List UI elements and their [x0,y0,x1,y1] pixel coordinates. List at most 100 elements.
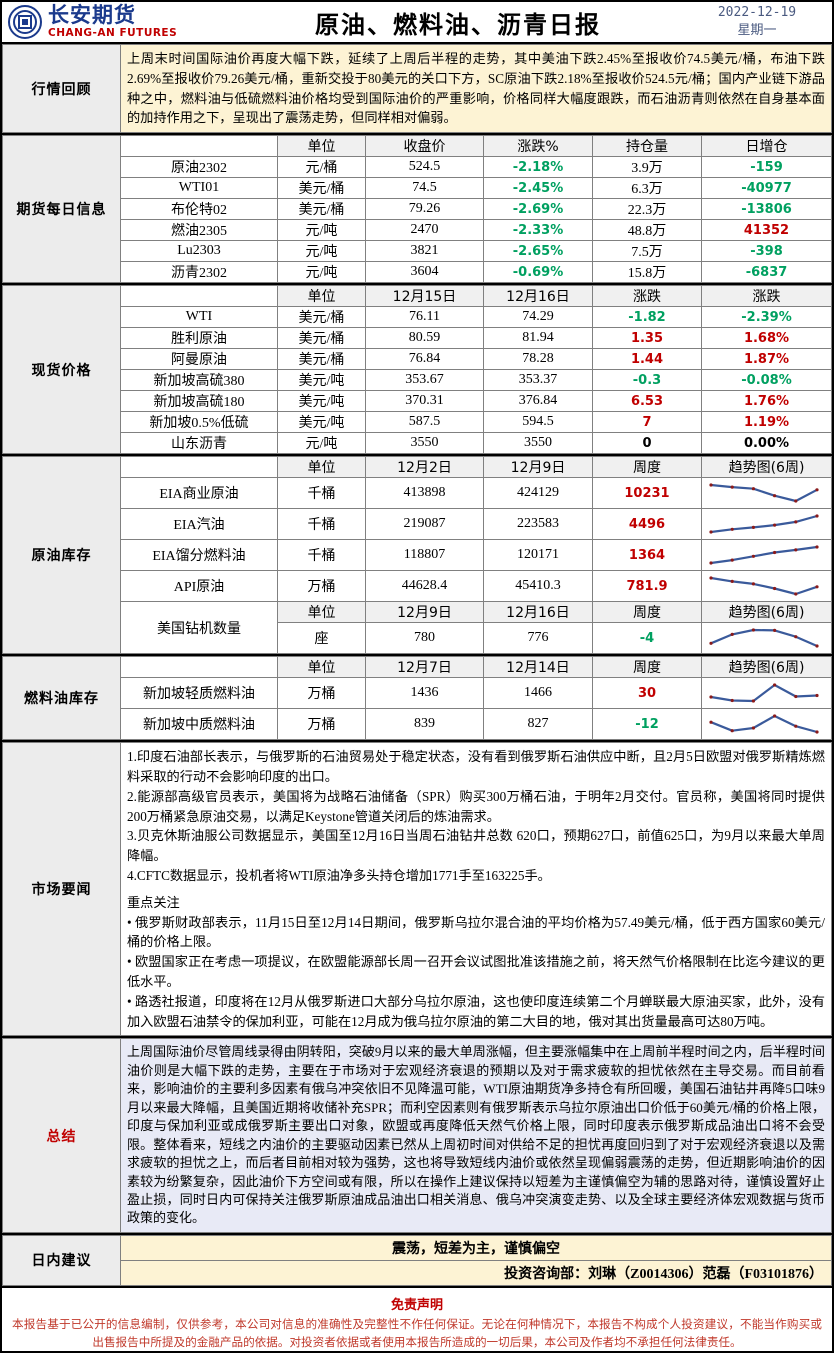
section-label-summary: 总结 [2,1038,121,1233]
report-header: 长安期货 CHANG-AN FUTURES 原油、燃料油、沥青日报 2022-1… [2,2,832,44]
unit-cell: 美元/吨 [277,369,366,392]
change-pct: -2.39% [701,306,832,329]
open-interest: 3.9万 [592,156,702,179]
trend-sparkline [701,477,832,510]
table-row: 新加坡高硫380 美元/吨 353.67 353.37 -0.3 -0.08% [3,369,832,392]
unit-cell: 千桶 [277,539,366,572]
weekly-change: 1364 [592,539,702,572]
close-price: 3604 [365,261,484,284]
change-pct: 1.68% [701,327,832,350]
unit-cell: 千桶 [277,477,366,510]
table-header-row: 期货每日信息 单位 收盘价 涨跌% 持仓量 日增仓 [2,135,832,284]
crude-inventory-table: 原油库存 单位 12月2日 12月9日 周度 趋势图(6周) EIA商业原油 千桶 413898… [2,456,832,655]
table-row: 阿曼原油 美元/桶 76.84 78.28 1.44 1.87% [3,348,832,371]
unit-cell: 万桶 [277,708,366,741]
table-row: 座 780 776 -4 [3,622,832,655]
trend-sparkline [701,539,832,572]
column-header: 12月14日 [483,656,593,679]
news-item: 2.能源部高级官员表示，美国将为战略石油储备（SPR）购买300万桶石油，于明年… [127,788,825,824]
price-day2: 81.94 [483,327,593,350]
open-interest: 48.8万 [592,219,702,242]
instrument-name: 沥青2302 [120,261,278,284]
price-day1: 370.31 [365,390,484,413]
open-interest: 15.8万 [592,261,702,284]
summary-text: 上周国际油价尽管周线录得由阴转阳，突破9月以来的最大单周涨幅，但主要涨幅集中在上… [120,1038,832,1233]
inventory-day2: 827 [483,708,593,741]
table-header-row: 燃料油库存 单位 12月7日 12月14日 周度 趋势图(6周) [2,656,832,741]
rig-day2: 776 [483,622,593,655]
inventory-name: EIA商业原油 [120,477,278,510]
column-header: 日增仓 [701,135,832,158]
company-logo: 长安期货 CHANG-AN FUTURES [2,2,234,42]
intraday-advice-section: 日内建议 震荡，短差为主，谨慎偏空 投资咨询部：刘琳（Z0014306）范磊（F… [2,1234,832,1286]
fuel-inventory-table: 燃料油库存 单位 12月7日 12月14日 周度 趋势图(6周) 新加坡轻质燃料油 万桶 143… [2,656,832,741]
daily-oi-change: 41352 [701,219,832,242]
column-header: 单位 [277,601,366,624]
company-name-en: CHANG-AN FUTURES [48,27,178,40]
column-header [120,456,278,479]
unit-cell: 美元/桶 [277,327,366,350]
report-date: 2022-12-19 [717,5,797,21]
table-row: WTI01 美元/桶 74.5 -2.45% 6.3万 -40977 [3,177,832,200]
unit-cell: 美元/桶 [277,198,366,221]
column-header: 收盘价 [365,135,484,158]
focus-item: • 俄罗斯财政部表示，11月15日至12月14日期间，俄罗斯乌拉尔混合油的平均价… [127,914,825,950]
section-label-spot: 现货价格 [2,285,121,455]
weekly-change: 781.9 [592,570,702,603]
price-day1: 3550 [365,432,484,455]
column-header [120,656,278,679]
spot-name: 新加坡0.5%低硫 [120,411,278,434]
advice-analysts: 投资咨询部：刘琳（Z0014306）范磊（F03101876） [120,1259,832,1286]
market-news-section: 市场要闻 1.印度石油部长表示，与俄罗斯的石油贸易处于稳定状态，没有看到俄罗斯石… [2,742,832,1037]
column-header: 12月7日 [365,656,484,679]
weekly-change: -12 [592,708,702,741]
instrument-name: Lu2303 [120,240,278,263]
table-row: 新加坡轻质燃料油 万桶 1436 1466 30 [3,677,832,710]
daily-oi-change: -398 [701,240,832,263]
market-review-section: 行情回顾 上周末时间国际油价再度大幅下跌，延续了上周后半程的走势，其中美油下跌2… [2,43,832,134]
unit-cell: 座 [277,622,366,655]
price-day2: 74.29 [483,306,593,329]
summary-section: 总结 上周国际油价尽管周线录得由阴转阳，突破9月以来的最大单周涨幅，但主要涨幅集… [2,1038,832,1233]
unit-cell: 美元/桶 [277,348,366,371]
change-pct: 1.19% [701,411,832,434]
price-day2: 78.28 [483,348,593,371]
column-header: 单位 [277,456,366,479]
column-header: 趋势图(6周) [701,456,832,479]
inventory-day1: 413898 [365,477,484,510]
table-header-row: 原油库存 单位 12月2日 12月9日 周度 趋势图(6周) [2,456,832,655]
change-abs: 7 [592,411,702,434]
price-day2: 594.5 [483,411,593,434]
table-row: EIA商业原油 千桶 413898 424129 10231 [3,477,832,510]
weekly-change: 10231 [592,477,702,510]
table-row: Lu2303 元/吨 3821 -2.65% 7.5万 -398 [3,240,832,263]
spot-price-table: 现货价格 单位 12月15日 12月16日 涨跌 涨跌 WTI 美元/桶 76.11 74.29-… [2,285,832,455]
column-header: 单位 [277,656,366,679]
close-price: 2470 [365,219,484,242]
inventory-name: EIA馏分燃料油 [120,539,278,572]
focus-item: • 欧盟国家正在考虑一项提议，在欧盟能源部长周一召开会议试图批准该措施之前，将天… [127,954,825,989]
section-label-advice: 日内建议 [2,1234,121,1286]
price-day1: 587.5 [365,411,484,434]
inventory-day1: 44628.4 [365,570,484,603]
change-abs: -1.82 [592,306,702,329]
spot-name: 新加坡高硫380 [120,369,278,392]
trend-sparkline [701,508,832,541]
table-row: 胜利原油 美元/桶 80.59 81.94 1.35 1.68% [3,327,832,350]
table-row: 新加坡中质燃料油 万桶 839 827 -12 [3,708,832,741]
unit-cell: 美元/桶 [277,306,366,329]
column-header: 周度 [592,656,702,679]
disclaimer-section: 免责声明 本报告基于已公开的信息编制，仅供参考，本公司对信息的准确性及完整性不作… [2,1285,832,1356]
change-pct: -0.08% [701,369,832,392]
column-header: 单位 [277,285,366,308]
unit-cell: 千桶 [277,508,366,541]
close-price: 79.26 [365,198,484,221]
spot-name: 胜利原油 [120,327,278,350]
market-review-text: 上周末时间国际油价再度大幅下跌，延续了上周后半程的走势，其中美油下跌2.45%至… [120,43,832,134]
change-pct: 0.00% [701,432,832,455]
trend-sparkline [701,677,832,710]
change-pct: 1.76% [701,390,832,413]
unit-cell: 元/吨 [277,240,366,263]
unit-cell: 元/桶 [277,156,366,179]
table-row: 沥青2302 元/吨 3604 -0.69% 15.8万 -6837 [3,261,832,284]
